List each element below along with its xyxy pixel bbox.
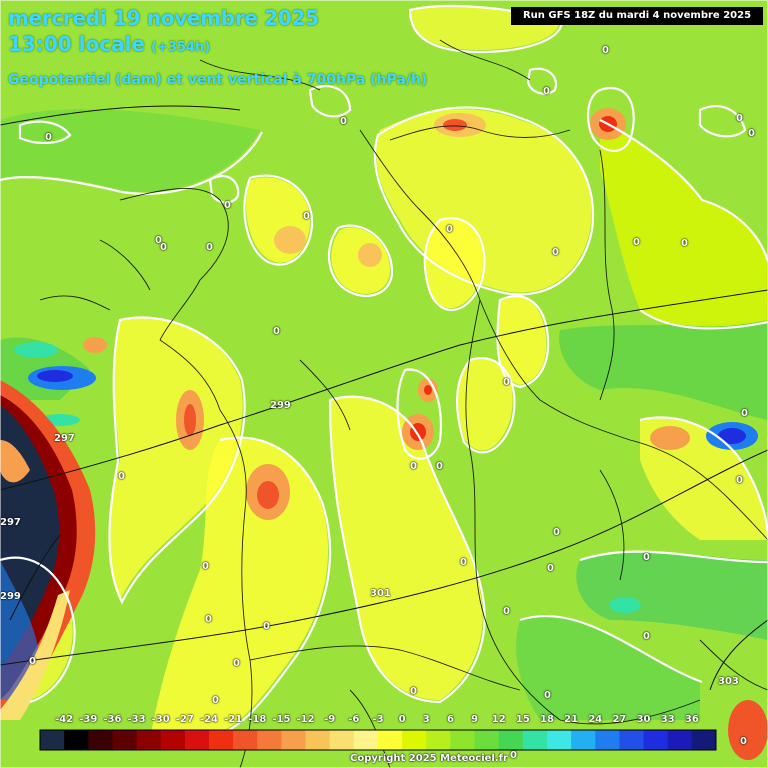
forecast-date: mercredi 19 novembre 2025 xyxy=(8,6,319,30)
legend-tick-labels: -42 -39 -36 -33 -30 -27 -24 -21 -18 -15 -12 -9 -6 -3 0… xyxy=(40,714,718,728)
contour-label: 0 xyxy=(205,614,212,625)
contour-label: 0 xyxy=(503,606,510,617)
contour-label: 0 xyxy=(202,561,209,572)
contour-label: 0 xyxy=(160,242,167,253)
legend-tick-label: -12 xyxy=(296,714,315,725)
geopotential-label: 297 xyxy=(54,433,75,444)
contour-label: 0 xyxy=(460,557,467,568)
contour-label: 0 xyxy=(263,621,270,632)
contour-label: 0 xyxy=(602,45,609,56)
legend-tick-label: 27 xyxy=(612,714,627,725)
legend-tick-label: -15 xyxy=(272,714,291,725)
contour-label: 0 xyxy=(303,211,310,222)
lead-time: (+354h) xyxy=(151,40,211,55)
contour-label: 0 xyxy=(553,527,560,538)
legend-tick-label: 3 xyxy=(422,714,430,725)
contour-label: 0 xyxy=(681,238,688,249)
legend-tick-label: 30 xyxy=(636,714,651,725)
contour-label: 0 xyxy=(510,750,517,761)
contour-label: 0 xyxy=(273,326,280,337)
forecast-time: 13:00 locale (+354h) xyxy=(8,32,210,56)
contour-label: 0 xyxy=(741,408,748,419)
geopotential-label: 297 xyxy=(0,517,21,528)
contour-label: 0 xyxy=(503,377,510,388)
contour-label: 0 xyxy=(340,116,347,127)
legend-tick-label: 24 xyxy=(588,714,603,725)
legend-tick-label: -42 xyxy=(55,714,74,725)
contour-label: 0 xyxy=(736,475,743,486)
legend-tick-label: -39 xyxy=(79,714,98,725)
legend-tick-label: -18 xyxy=(248,714,267,725)
contour-label: 0 xyxy=(155,235,162,246)
legend-tick-label: -3 xyxy=(372,714,384,725)
run-info-badge: Run GFS 18Z du mardi 4 novembre 2025 xyxy=(511,7,763,25)
forecast-time-label: 13:00 locale xyxy=(8,32,145,56)
legend-tick-label: 21 xyxy=(564,714,579,725)
contour-label: 0 xyxy=(736,113,743,124)
legend-tick-label: 18 xyxy=(540,714,554,725)
legend-tick-label: -30 xyxy=(151,714,170,725)
contour-label: 0 xyxy=(410,461,417,472)
legend-tick-label: -27 xyxy=(175,714,194,725)
contour-label: 0 xyxy=(748,128,755,139)
contour-label: 0 xyxy=(740,736,747,747)
contour-label: 0 xyxy=(543,86,550,97)
contour-label: 0 xyxy=(45,132,52,143)
legend-tick-label: -24 xyxy=(199,714,219,725)
contour-label: 0 xyxy=(446,224,453,235)
geopotential-label: 299 xyxy=(270,400,291,411)
geopotential-label: 301 xyxy=(370,588,391,599)
contour-label: 0 xyxy=(643,552,650,563)
legend-tick-label: 0 xyxy=(398,714,406,725)
contour-label: 0 xyxy=(206,242,213,253)
legend-tick-label: -36 xyxy=(103,714,122,725)
legend-tick-label: 12 xyxy=(491,714,506,725)
legend-tick-label: 33 xyxy=(660,714,675,725)
contour-label: 0 xyxy=(410,686,417,697)
contour-label: 0 xyxy=(118,471,125,482)
legend-tick-label: 15 xyxy=(515,714,530,725)
contour-label: 0 xyxy=(224,200,231,211)
contour-label: 0 xyxy=(29,656,36,667)
contour-label: 0 xyxy=(633,237,640,248)
contour-label: 0 xyxy=(552,247,559,258)
contour-label: 0 xyxy=(643,631,650,642)
copyright-text: Copyright 2025 Meteociel.fr xyxy=(350,753,508,764)
map-subtitle: Geopotentiel (dam) et vent vertical à 70… xyxy=(8,72,428,88)
contour-label: 0 xyxy=(544,690,551,701)
legend-tick-label: -33 xyxy=(127,714,146,725)
legend-tick-label: 6 xyxy=(446,714,454,725)
legend-tick-label: 9 xyxy=(471,714,479,725)
contour-label: 0 xyxy=(436,461,443,472)
contour-label: 0 xyxy=(233,658,240,669)
contour-label: 0 xyxy=(212,695,219,706)
legend-tick-label: -9 xyxy=(324,714,336,725)
geopotential-label: 303 xyxy=(718,676,739,687)
contour-label: 0 xyxy=(547,563,554,574)
legend-tick-label: -6 xyxy=(348,714,360,725)
geopotential-label: 299 xyxy=(0,591,21,602)
legend-tick-label: -21 xyxy=(224,714,243,725)
legend-tick-label: 36 xyxy=(684,714,699,725)
